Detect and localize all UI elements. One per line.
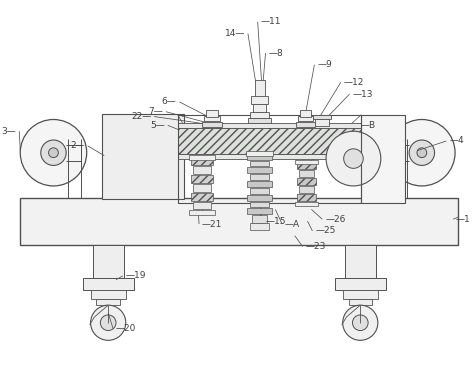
Bar	[250, 160, 270, 166]
Bar	[250, 223, 270, 230]
Bar	[299, 186, 315, 193]
Bar	[177, 115, 361, 203]
Bar	[83, 278, 133, 290]
Text: —B: —B	[360, 121, 376, 130]
Bar	[102, 114, 184, 199]
Bar	[297, 194, 316, 201]
Bar	[247, 195, 272, 201]
Circle shape	[343, 305, 378, 340]
Bar	[177, 123, 361, 128]
Circle shape	[20, 120, 87, 186]
Bar	[191, 193, 213, 201]
Bar	[246, 151, 273, 156]
Bar	[315, 119, 329, 126]
Circle shape	[389, 120, 455, 186]
Text: —A: —A	[285, 219, 300, 229]
Bar	[252, 215, 267, 223]
Circle shape	[352, 315, 368, 331]
Text: —11: —11	[261, 17, 281, 26]
Bar	[191, 175, 213, 183]
Bar	[96, 299, 120, 305]
Text: —25: —25	[315, 226, 336, 235]
Text: —23: —23	[306, 242, 326, 251]
Bar	[297, 178, 316, 185]
Bar	[177, 128, 361, 154]
Bar	[250, 188, 270, 194]
Text: —26: —26	[325, 215, 345, 224]
Bar	[20, 198, 458, 244]
Bar	[247, 154, 272, 160]
Bar	[361, 115, 405, 203]
Text: —15: —15	[265, 217, 286, 226]
Bar	[189, 155, 215, 160]
Bar	[297, 163, 316, 169]
Bar	[299, 170, 315, 177]
Bar	[247, 208, 272, 214]
Bar	[296, 123, 315, 127]
Bar	[193, 201, 211, 210]
Bar	[193, 184, 211, 192]
Bar	[247, 167, 272, 173]
Bar	[248, 117, 272, 123]
Bar	[300, 110, 311, 117]
Text: —21: —21	[202, 219, 222, 229]
Circle shape	[409, 140, 435, 166]
Circle shape	[100, 315, 116, 331]
Circle shape	[417, 148, 427, 157]
Bar	[189, 210, 215, 215]
Bar	[345, 244, 376, 278]
Text: —12: —12	[344, 78, 364, 87]
Circle shape	[49, 148, 58, 157]
Bar	[314, 115, 331, 120]
Bar	[251, 96, 269, 104]
Bar	[91, 290, 126, 299]
Text: 6—: 6—	[162, 97, 176, 106]
Bar	[295, 201, 318, 207]
Circle shape	[326, 131, 381, 186]
Text: 5—: 5—	[150, 121, 165, 130]
Bar	[343, 290, 378, 299]
Bar	[349, 299, 372, 305]
Bar	[295, 160, 318, 164]
Bar	[335, 278, 385, 290]
Bar	[193, 166, 211, 174]
Circle shape	[41, 140, 66, 166]
Bar	[202, 123, 221, 127]
Text: 7—: 7—	[148, 107, 163, 116]
Bar	[250, 112, 270, 117]
Bar	[250, 174, 270, 180]
Bar	[253, 104, 266, 112]
Bar	[250, 201, 270, 207]
Bar	[298, 116, 314, 121]
Text: —1: —1	[456, 215, 471, 224]
Circle shape	[344, 149, 363, 168]
Bar	[191, 157, 213, 166]
Text: 22—: 22—	[131, 112, 151, 121]
Text: —8: —8	[269, 48, 283, 58]
Text: —20: —20	[116, 324, 136, 333]
Text: 3—: 3—	[1, 127, 17, 136]
Bar	[204, 116, 219, 121]
Bar	[206, 110, 218, 117]
Bar	[93, 244, 124, 278]
Bar	[255, 80, 264, 98]
Bar	[247, 181, 272, 187]
Text: —9: —9	[317, 60, 332, 69]
Text: 2—: 2—	[70, 141, 85, 150]
Text: —19: —19	[126, 271, 146, 280]
Text: 14—: 14—	[225, 29, 245, 38]
Text: —13: —13	[352, 90, 373, 99]
Text: —4: —4	[449, 137, 464, 145]
Circle shape	[91, 305, 126, 340]
Bar	[177, 154, 361, 159]
